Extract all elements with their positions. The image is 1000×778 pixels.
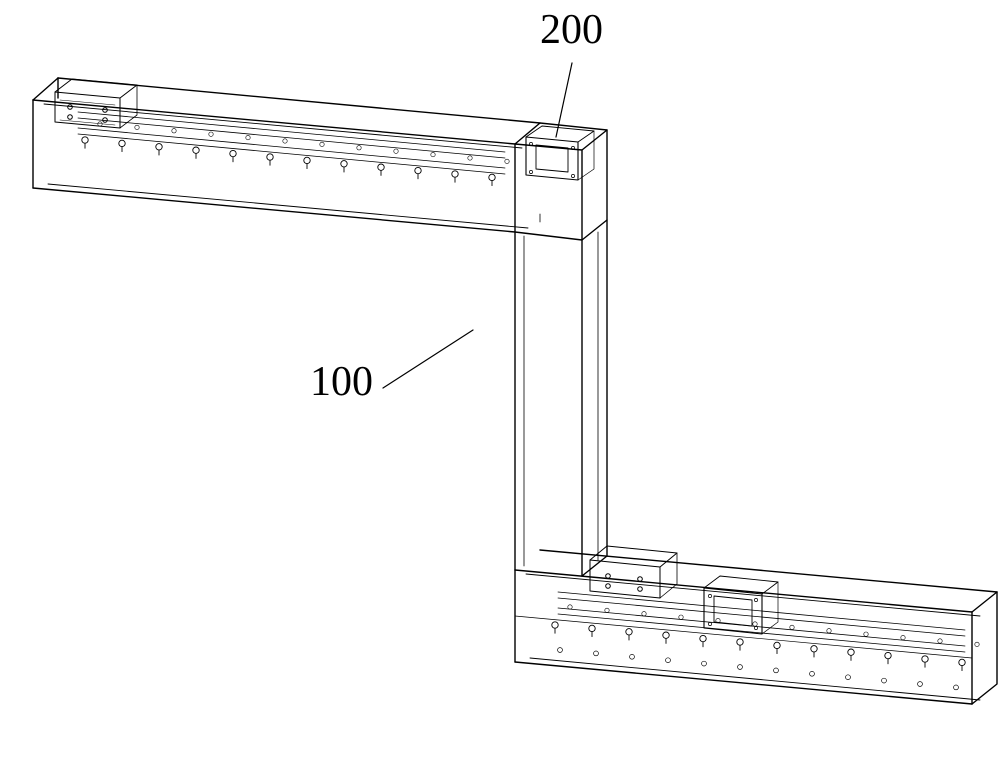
- label-200-text: 200: [540, 7, 603, 53]
- top-arm: [33, 78, 540, 232]
- figure-svg: [0, 0, 1000, 778]
- label-200: 200: [540, 6, 603, 54]
- label-100-text: 100: [310, 359, 373, 405]
- label-100: 100: [310, 358, 373, 406]
- vertical-column: [515, 214, 607, 576]
- leader-lines: [383, 63, 572, 388]
- bottom-left-bracket: [590, 546, 677, 598]
- bottom-arm: [515, 550, 997, 704]
- technical-drawing: 200 100: [0, 0, 1000, 778]
- rivets-bottom-front-holes: [558, 648, 959, 690]
- top-right-block: [515, 123, 607, 240]
